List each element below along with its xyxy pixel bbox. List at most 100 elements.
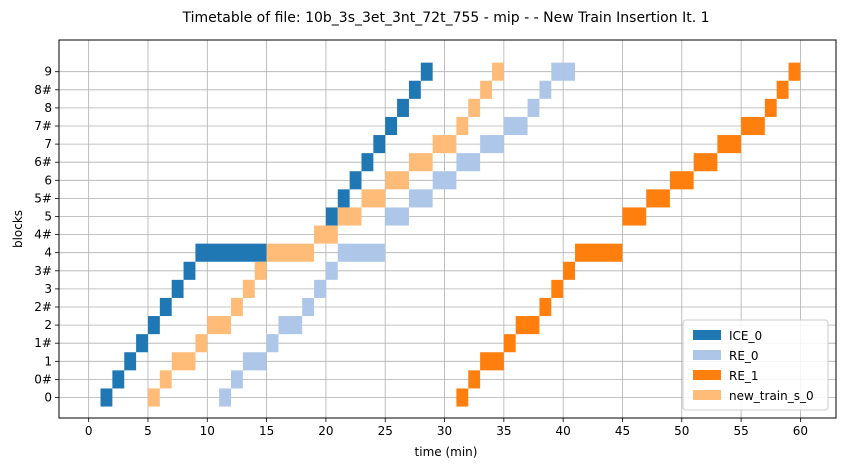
bar-RE_1-1h: [503, 334, 516, 353]
x-tick-label: 50: [674, 424, 689, 438]
bar-RE_1-5: [622, 207, 647, 226]
bar-ICE_0-3h: [183, 261, 196, 280]
bar-RE_1-4: [575, 243, 623, 262]
legend-label: RE_1: [729, 369, 759, 383]
bar-new_train_s_0-3: [242, 279, 255, 298]
y-tick-label: 5: [44, 210, 52, 224]
bar-ICE_0-6h: [361, 153, 374, 172]
bar-new_train_s_0-8h: [480, 80, 492, 99]
bar-new_train_s_0-5: [337, 207, 362, 226]
y-axis-label: blocks: [11, 210, 25, 248]
bar-RE_1-1: [480, 352, 504, 371]
bar-ICE_0-2: [147, 316, 160, 335]
bar-ICE_0-9: [420, 62, 433, 81]
bar-ICE_0-8: [397, 98, 409, 117]
bar-RE_0-8h: [539, 80, 552, 99]
y-tick-label: 3: [44, 282, 52, 296]
x-axis-label: time (min): [415, 445, 478, 459]
bar-ICE_0-4: [195, 243, 267, 262]
bar-RE_0-7h: [503, 116, 528, 136]
bar-ICE_0-7h: [385, 116, 398, 136]
legend: ICE_0 RE_0 RE_1 new_train_s_0: [682, 319, 829, 411]
bar-new_train_s_0-4h: [314, 225, 338, 244]
bar-RE_1-5h: [646, 189, 670, 208]
bar-RE_1-8: [764, 98, 777, 117]
x-tick-label: 30: [437, 424, 452, 438]
bar-new_train_s_0-2h: [231, 297, 243, 317]
x-tick-label: 10: [200, 424, 215, 438]
bar-RE_0-6: [432, 171, 457, 190]
bar-ICE_0-0: [100, 388, 113, 407]
bar-RE_0-7: [480, 135, 504, 154]
x-tick-label: 60: [793, 424, 808, 438]
bar-ICE_0-7: [373, 135, 386, 154]
x-axis-ticks: 0 5 10 15 20 25 30 35 40 45 50 55 60: [85, 418, 808, 438]
y-tick-label: 3#: [34, 264, 52, 278]
bar-new_train_s_0-1: [171, 352, 196, 371]
legend-swatch: [693, 390, 721, 400]
x-tick-label: 20: [318, 424, 333, 438]
bar-RE_0-2h: [302, 297, 315, 317]
y-tick-label: 0#: [34, 372, 52, 386]
legend-label: new_train_s_0: [729, 389, 814, 403]
bar-new_train_s_0-5h: [361, 189, 386, 208]
y-tick-label: 7: [44, 137, 52, 151]
bar-ICE_0-5h: [337, 189, 350, 208]
y-tick-label: 7#: [34, 119, 52, 133]
x-tick-label: 40: [556, 424, 571, 438]
bar-new_train_s_0-7: [432, 135, 457, 154]
bar-new_train_s_0-6: [385, 171, 409, 190]
x-tick-label: 55: [733, 424, 748, 438]
bar-RE_0-6h: [456, 153, 481, 172]
bar-ICE_0-0h: [112, 370, 125, 389]
bar-new_train_s_0-0h: [159, 370, 172, 389]
bar-new_train_s_0-7h: [456, 116, 469, 136]
y-tick-label: 5#: [34, 191, 52, 205]
y-tick-label: 6: [44, 173, 52, 187]
bar-RE_1-6h: [693, 153, 718, 172]
bar-RE_0-8: [527, 98, 540, 117]
bar-RE_1-3h: [563, 261, 576, 280]
legend-swatch: [693, 370, 721, 380]
bar-RE_0-2: [278, 316, 303, 335]
bar-new_train_s_0-3h: [254, 261, 267, 280]
bar-RE_0-5h: [408, 189, 433, 208]
bar-RE_1-8h: [776, 80, 789, 99]
bar-RE_0-9: [551, 62, 564, 81]
bar-ICE_0-6: [349, 171, 362, 190]
plot-frame: [58, 39, 837, 419]
bar-RE_1-6: [669, 171, 694, 190]
bar-RE_1-0: [456, 388, 469, 407]
x-tick-label: 0: [85, 424, 93, 438]
bar-RE_0-0h: [231, 370, 243, 389]
y-tick-label: 8#: [34, 83, 52, 97]
bar-new_train_s_0-9: [491, 62, 504, 81]
x-tick-label: 5: [144, 424, 152, 438]
bar-RE_0-4: [337, 243, 386, 262]
y-tick-label: 2#: [34, 300, 52, 314]
bar-RE_1-7h: [741, 116, 765, 136]
bar-RE_0-1h: [266, 334, 279, 353]
legend-label: ICE_0: [729, 329, 762, 343]
bar-new_train_s_0-6h: [408, 153, 433, 172]
y-tick-label: 1: [44, 354, 52, 368]
legend-label: RE_0: [729, 349, 759, 363]
y-tick-label: 0: [44, 391, 52, 405]
bar-RE_1-3: [551, 279, 564, 298]
x-tick-label: 15: [259, 424, 274, 438]
x-tick-label: 25: [378, 424, 393, 438]
bar-RE_1-7: [717, 135, 742, 154]
bar-RE_0-9: [563, 62, 576, 81]
x-tick-label: 35: [496, 424, 511, 438]
bar-RE_0-3h: [325, 261, 338, 280]
y-tick-label: 4: [44, 246, 52, 260]
bar-ICE_0-5: [325, 207, 338, 226]
bar-ICE_0-2h: [159, 297, 172, 317]
legend-swatch: [693, 350, 721, 360]
bar-RE_0-0: [219, 388, 232, 407]
bar-RE_1-2: [515, 316, 540, 335]
y-tick-label: 9: [44, 65, 52, 79]
y-tick-label: 6#: [34, 155, 52, 169]
bars-layer: [100, 62, 801, 407]
